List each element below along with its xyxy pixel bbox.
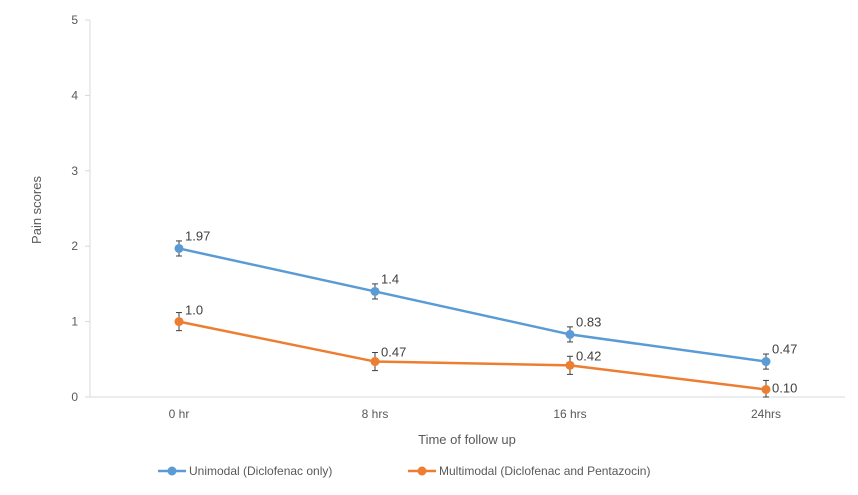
- data-point: [761, 357, 771, 367]
- legend-marker: [417, 466, 427, 476]
- x-tick-label: 24hrs: [751, 407, 781, 421]
- data-point: [565, 360, 575, 370]
- legend-item: Unimodal (Diclofenac only): [158, 464, 332, 478]
- series-line: [178, 247, 767, 363]
- series-2: 1.0 0.47 0.42 0.10: [174, 303, 797, 398]
- data-label: 1.0: [185, 303, 203, 318]
- y-tick-label: 4: [71, 88, 78, 102]
- y-tick-label: 3: [71, 164, 78, 178]
- data-label: 0.42: [576, 348, 601, 363]
- data-label: 0.83: [576, 314, 601, 329]
- data-label: 0.47: [772, 342, 797, 357]
- y-tick-label: 2: [71, 239, 78, 253]
- data-label: 1.97: [185, 228, 210, 243]
- legend: Unimodal (Diclofenac only) Multimodal (Di…: [158, 464, 650, 478]
- data-point: [761, 384, 771, 394]
- data-label: 0.10: [772, 380, 797, 395]
- x-axis: 0 hr 8 hrs 16 hrs 24hrs: [90, 396, 845, 421]
- x-tick-label: 8 hrs: [362, 407, 389, 421]
- legend-label: Multimodal (Diclofenac and Pentazocin): [439, 464, 650, 478]
- data-point: [565, 329, 575, 339]
- y-tick-label: 5: [71, 13, 78, 27]
- data-point: [370, 357, 380, 367]
- x-tick-label: 16 hrs: [553, 407, 586, 421]
- x-tick-label: 0 hr: [169, 407, 190, 421]
- legend-marker: [167, 466, 177, 476]
- series-layer: 1.97 1.4 0.83 0.47 1.0 0.47 0.42 0.10: [174, 228, 797, 398]
- data-point: [370, 286, 380, 296]
- series-1: 1.97 1.4 0.83 0.47: [174, 228, 797, 370]
- y-tick-label: 0: [71, 390, 78, 404]
- x-axis-title: Time of follow up: [418, 432, 516, 447]
- y-tick-label: 1: [71, 315, 78, 329]
- series-line: [178, 320, 767, 391]
- data-label: 0.47: [381, 345, 406, 360]
- legend-item: Multimodal (Diclofenac and Pentazocin): [408, 464, 650, 478]
- y-axis-title: Pain scores: [29, 176, 44, 244]
- y-axis: 0 1 2 3 4 5: [71, 13, 91, 404]
- data-label: 1.4: [381, 271, 399, 286]
- legend-label: Unimodal (Diclofenac only): [189, 464, 332, 478]
- data-point: [174, 317, 184, 327]
- data-point: [174, 243, 184, 253]
